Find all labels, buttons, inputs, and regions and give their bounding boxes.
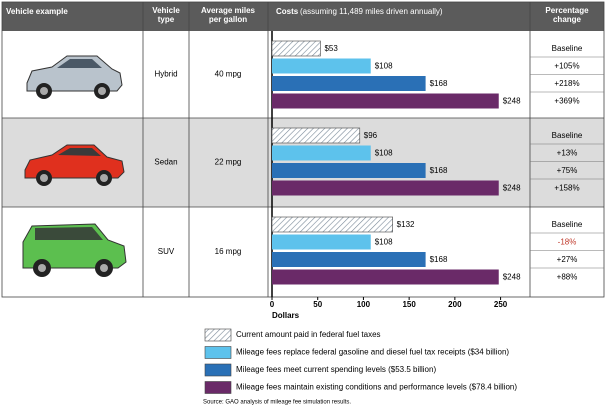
value-label: $132 [397,220,415,229]
bar [272,145,371,161]
bar [272,163,426,178]
car-sedan [24,144,125,186]
header: (assuming 11,489 miles driven annually) [300,7,443,16]
bar [271,127,361,144]
pct-change: +105% [554,62,579,71]
value-label: $168 [430,166,448,175]
header: Costs [276,7,299,16]
bar [272,180,499,196]
pct-change: +88% [557,273,578,282]
mpg: 22 mpg [215,158,242,167]
value-label: $168 [430,255,448,264]
header: Percentage [545,6,589,15]
bar [272,76,426,91]
value-label: $248 [503,273,521,282]
pct-change: +13% [557,149,578,158]
vehicle-type: Sedan [154,158,177,167]
value-label: $248 [503,184,521,193]
legend-label: Mileage fees meet current spending level… [236,365,436,374]
legend-swatch [204,346,232,359]
value-label: $108 [375,149,393,158]
mpg: 16 mpg [215,247,242,256]
header: change [553,15,582,24]
x-tick-label: 200 [448,300,462,309]
legend-label: Current amount paid in federal fuel taxe… [236,330,381,339]
x-tick-label: 250 [494,300,508,309]
header: type [158,15,175,24]
header: Average miles [201,6,256,15]
value-label: $168 [430,79,448,88]
x-tick-label: 0 [270,300,275,309]
bar [272,252,426,267]
vehicle-type: SUV [158,247,175,256]
car-suv [22,223,127,277]
pct-change: +27% [557,255,578,264]
pct-change: +75% [557,166,578,175]
value-label: $53 [324,44,338,53]
source: Source: GAO analysis of mileage fee simu… [203,400,351,406]
vehicle-type: Hybrid [154,70,177,79]
legend-swatch [204,381,232,394]
bar [272,58,371,74]
legend-label: Mileage fees replace federal gasoline an… [236,348,509,357]
header: Vehicle [152,6,180,15]
pct-change: +218% [554,79,579,88]
pct-change: +158% [554,184,579,193]
value-label: $108 [375,62,393,71]
mpg: 40 mpg [215,70,242,79]
pct-change: Baseline [552,44,583,53]
value-label: $108 [375,238,393,247]
legend-swatch [204,328,232,342]
x-tick-label: 100 [357,300,371,309]
bar [271,216,393,233]
bar [272,269,499,285]
pct-change: Baseline [552,131,583,140]
header: Vehicle example [6,7,68,16]
value-label: $96 [364,131,378,140]
pct-change: +369% [554,97,579,106]
header: per gallon [209,15,247,24]
x-axis-label: Dollars [272,311,300,320]
bar [272,93,499,109]
pct-change: -18% [558,238,577,247]
bar [271,40,321,57]
legend-label: Mileage fees maintain existing condition… [236,383,517,392]
pct-change: Baseline [552,220,583,229]
value-label: $248 [503,97,521,106]
bar [272,234,371,250]
x-tick-label: 150 [402,300,416,309]
legend-swatch [204,363,232,377]
car-hybrid [26,55,123,99]
x-tick-label: 50 [313,300,322,309]
